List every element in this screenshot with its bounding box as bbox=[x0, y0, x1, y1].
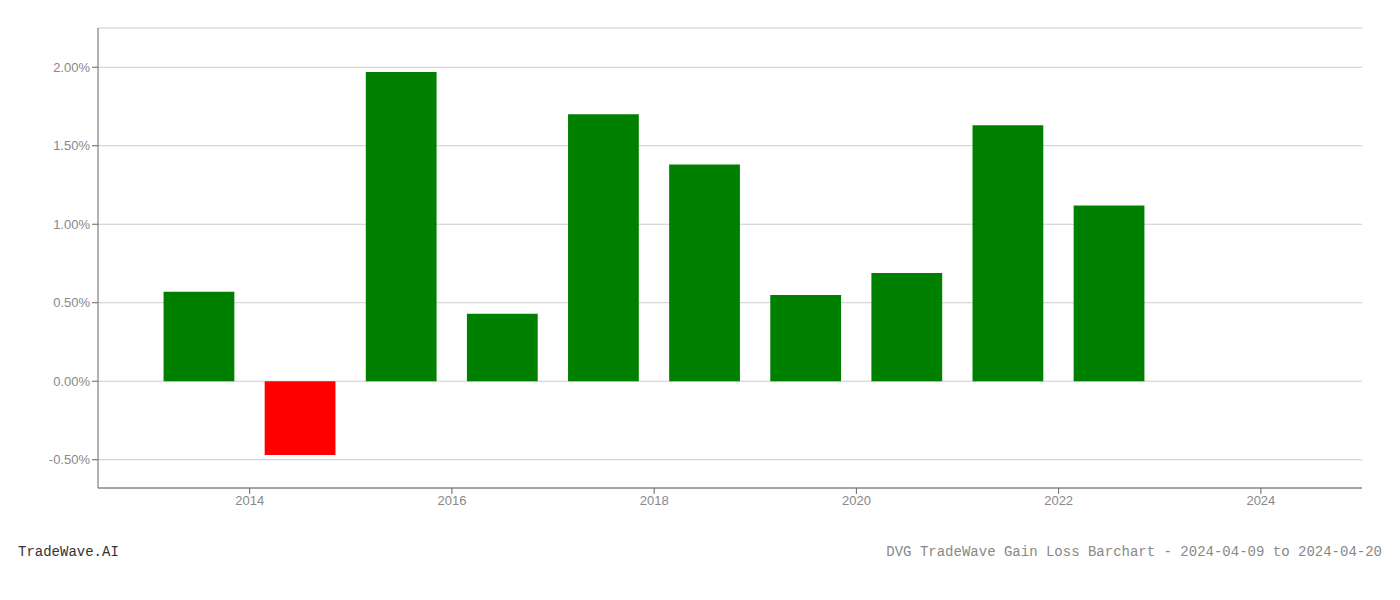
svg-text:0.00%: 0.00% bbox=[53, 374, 90, 389]
svg-text:2.00%: 2.00% bbox=[53, 60, 90, 75]
svg-text:1.00%: 1.00% bbox=[53, 217, 90, 232]
html-text:DVG TradeWave Gain Loss Barcha: DVG TradeWave Gain Loss Barchart - 2024-… bbox=[886, 544, 1382, 560]
svg-text:0.50%: 0.50% bbox=[53, 295, 90, 310]
svg-text:2018: 2018 bbox=[640, 493, 669, 508]
html-text:TradeWave.AI: TradeWave.AI bbox=[18, 544, 119, 560]
svg-text:2014: 2014 bbox=[235, 493, 264, 508]
svg-text:-0.50%: -0.50% bbox=[49, 452, 91, 467]
svg-text:2022: 2022 bbox=[1044, 493, 1073, 508]
svg-text:2016: 2016 bbox=[437, 493, 466, 508]
svg-text:1.50%: 1.50% bbox=[53, 138, 90, 153]
svg-text:2020: 2020 bbox=[842, 493, 871, 508]
svg-text:2024: 2024 bbox=[1246, 493, 1275, 508]
